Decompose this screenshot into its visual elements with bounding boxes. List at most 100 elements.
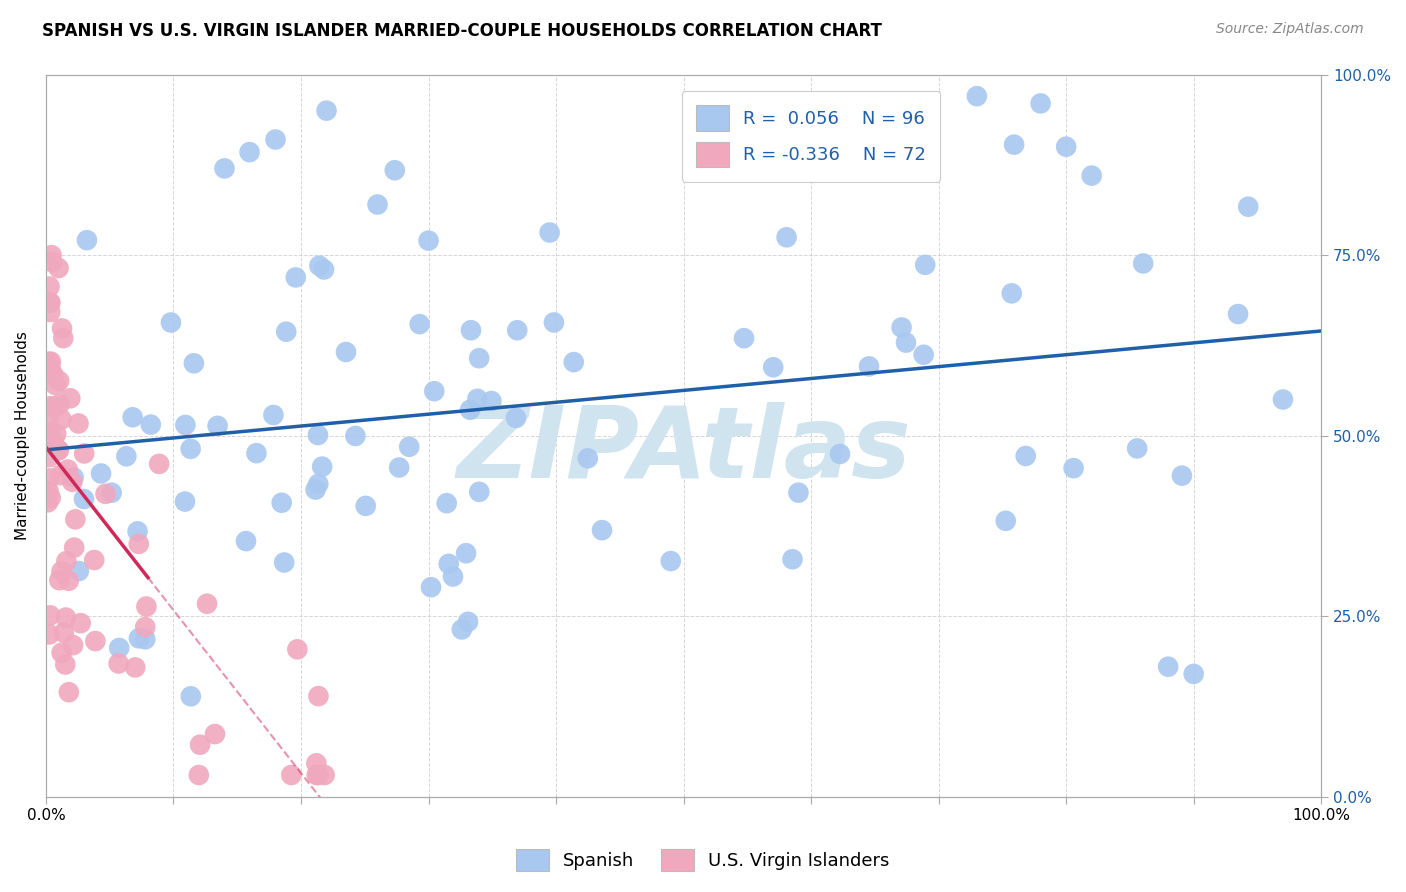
Point [55, 554, 77, 568]
Point [481, 394, 503, 409]
Point [912, 348, 935, 362]
Point [52, 331, 75, 345]
Point [418, 234, 440, 248]
Point [273, 556, 295, 570]
Point [762, 360, 785, 375]
Point [468, 351, 491, 366]
Point [354, 499, 377, 513]
Point [73, 491, 96, 506]
Point [1002, 137, 1025, 152]
Point [307, 689, 329, 703]
Point [148, 457, 170, 471]
Point [38, 355, 60, 369]
Text: Source: ZipAtlas.com: Source: ZipAtlas.com [1216, 22, 1364, 37]
Point [39, 295, 62, 310]
Point [467, 392, 489, 406]
Point [58, 574, 80, 588]
Point [994, 514, 1017, 528]
Point [1001, 286, 1024, 301]
Point [39, 360, 62, 375]
Point [121, 410, 143, 425]
Point [174, 494, 197, 508]
Point [264, 132, 287, 146]
Point [45, 400, 67, 414]
Point [128, 632, 150, 646]
Point [51, 646, 73, 660]
Point [562, 355, 585, 369]
Point [135, 599, 157, 614]
Point [307, 428, 329, 442]
Point [782, 552, 804, 566]
Point [108, 640, 131, 655]
Point [139, 417, 162, 432]
Point [38, 411, 60, 425]
Point [67, 564, 90, 578]
Point [63, 541, 86, 555]
Text: SPANISH VS U.S. VIRGIN ISLANDER MARRIED-COUPLE HOUSEHOLDS CORRELATION CHART: SPANISH VS U.S. VIRGIN ISLANDER MARRIED-… [42, 22, 882, 40]
Point [100, 485, 122, 500]
Point [49, 468, 72, 483]
Point [84, 634, 107, 648]
Point [284, 270, 307, 285]
Point [423, 384, 446, 399]
Point [160, 316, 183, 330]
Point [468, 484, 491, 499]
Point [388, 460, 411, 475]
Point [58, 685, 80, 699]
Point [276, 325, 298, 339]
Point [207, 418, 229, 433]
Point [367, 197, 389, 211]
Point [576, 451, 599, 466]
Point [1080, 169, 1102, 183]
Point [37, 495, 59, 509]
Point [180, 690, 202, 704]
Point [262, 408, 284, 422]
Point [174, 417, 197, 432]
Point [384, 163, 406, 178]
Point [48, 397, 70, 411]
Point [44, 378, 66, 392]
Point [180, 442, 202, 456]
Point [335, 345, 357, 359]
Point [454, 546, 477, 560]
Point [59, 391, 82, 405]
Point [52, 625, 75, 640]
Point [543, 316, 565, 330]
Point [787, 485, 810, 500]
Point [62, 638, 84, 652]
Point [38, 627, 60, 641]
Point [204, 727, 226, 741]
Point [1271, 392, 1294, 407]
Point [56, 462, 79, 476]
Point [53, 657, 76, 672]
Point [1063, 461, 1085, 475]
Point [437, 557, 460, 571]
Point [315, 103, 337, 118]
Point [506, 323, 529, 337]
Point [38, 484, 60, 499]
Point [65, 512, 87, 526]
Point [312, 262, 335, 277]
Point [733, 331, 755, 345]
Point [41, 255, 63, 269]
Point [308, 259, 330, 273]
Y-axis label: Married-couple Households: Married-couple Households [15, 331, 30, 540]
Point [420, 580, 443, 594]
Point [305, 768, 328, 782]
Point [188, 738, 211, 752]
Point [890, 320, 912, 334]
Point [1182, 667, 1205, 681]
Point [1237, 200, 1260, 214]
Point [457, 615, 479, 629]
Legend: R =  0.056    N = 96, R = -0.336    N = 72: R = 0.056 N = 96, R = -0.336 N = 72 [682, 91, 941, 182]
Point [914, 258, 936, 272]
Point [39, 399, 62, 413]
Point [94, 487, 117, 501]
Point [38, 279, 60, 293]
Point [38, 450, 60, 465]
Point [45, 426, 67, 441]
Point [107, 657, 129, 671]
Point [37, 432, 59, 446]
Point [51, 321, 73, 335]
Point [280, 768, 302, 782]
